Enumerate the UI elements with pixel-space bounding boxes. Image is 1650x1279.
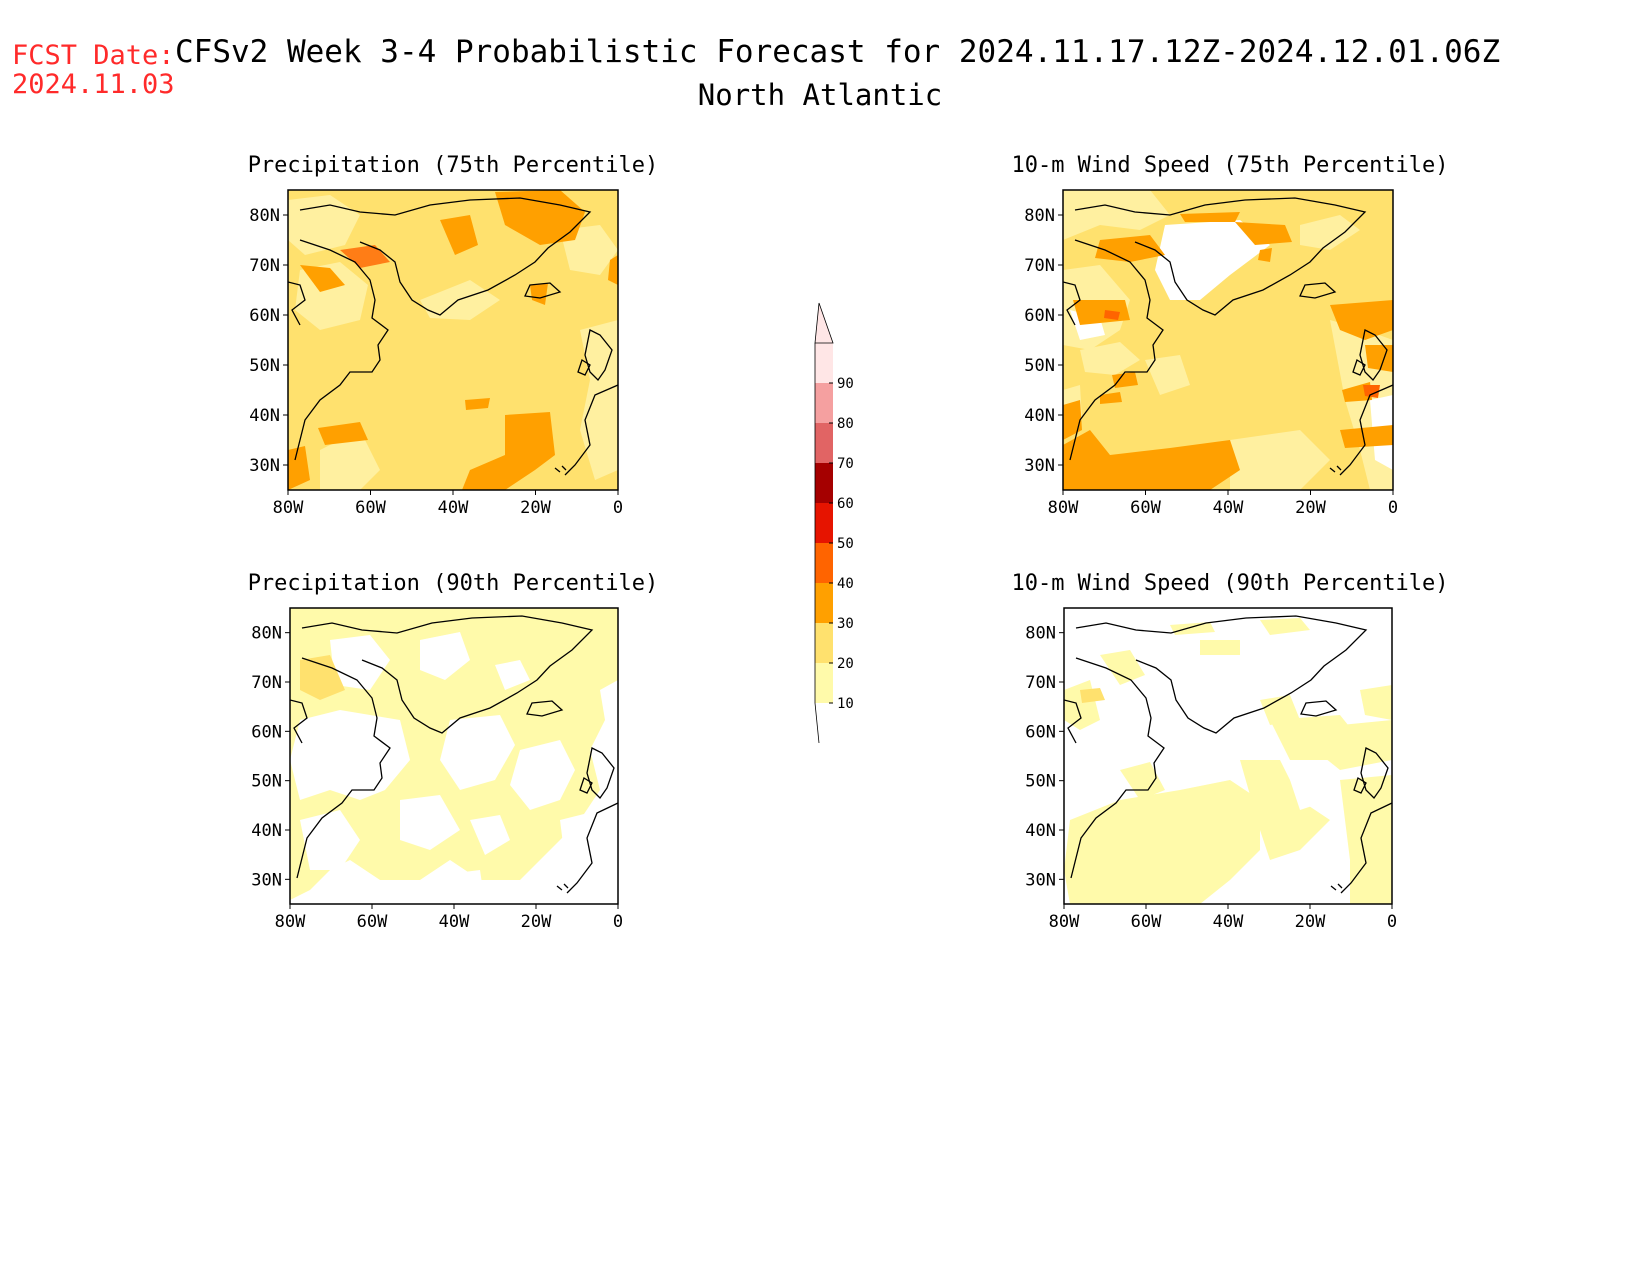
panel-precip-90: Precipitation (90th Percentile) [248,571,659,905]
contour-fill [290,608,618,904]
lat-tick-label: 80N [1025,624,1056,644]
lat-tick-label: 60N [1024,306,1055,326]
lon-tick-label: 20W [1295,912,1326,932]
lat-tick-label: 70N [251,673,282,693]
lat-tick-label: 70N [1024,256,1055,276]
colorbar-label: 50 [837,536,854,552]
panel-title: Precipitation (90th Percentile) [248,571,659,596]
lon-tick-label: 80W [273,498,304,518]
page-title: CFSv2 Week 3-4 Probabilistic Forecast fo… [175,34,1500,70]
lon-tick-label: 60W [1130,498,1161,518]
lat-tick-label: 30N [251,870,282,890]
colorbar-segment [815,383,833,423]
colorbar-segment [815,623,833,663]
lat-tick-label: 50N [251,772,282,792]
lat-tick-label: 30N [1024,456,1055,476]
lat-tick-label: 50N [1024,356,1055,376]
lon-tick-label: 60W [357,912,388,932]
lat-tick-label: 50N [1025,772,1056,792]
colorbar-segment [815,663,833,703]
lon-tick-label: 40W [438,498,469,518]
panel-title: Precipitation (75th Percentile) [248,153,659,178]
panel-title: 10-m Wind Speed (90th Percentile) [1011,571,1448,596]
lat-tick-label: 60N [251,722,282,742]
lat-tick-label: 40N [249,406,280,426]
lon-tick-label: 20W [1295,498,1326,518]
lat-tick-label: 30N [1025,870,1056,890]
lat-tick-label: 70N [1025,673,1056,693]
colorbar-label: 40 [837,576,854,592]
lon-tick-label: 0 [1388,498,1398,518]
contour-fill [1064,608,1392,904]
colorbar-bottom-arrow [814,702,820,744]
colorbar-label: 60 [837,496,854,512]
lon-tick-label: 0 [613,912,623,932]
colorbar-segment [815,583,833,623]
panel-wind-75: 10-m Wind Speed (75th Percentile) [1011,153,1449,491]
lon-tick-label: 80W [1049,912,1080,932]
lon-tick-label: 40W [1213,912,1244,932]
lat-tick-label: 30N [249,456,280,476]
lon-tick-label: 60W [355,498,386,518]
colorbar-label: 70 [837,456,854,472]
lon-tick-label: 60W [1131,912,1162,932]
panel-title: 10-m Wind Speed (75th Percentile) [1011,153,1448,178]
colorbar-label: 80 [837,416,854,432]
panel-precip-75: Precipitation (75th Percentile) [248,153,659,491]
colorbar-label: 90 [837,376,854,392]
page-subtitle: North Atlantic [698,78,942,112]
axis-labels: 80N 70N 60N 50N 40N 30N 80W 60W 40W 20W 0 80N 70N 60N… [249,206,1398,932]
colorbar-label: 10 [837,696,854,712]
colorbar-segment [815,423,833,463]
colorbar-segment [815,463,833,503]
lat-tick-label: 40N [251,821,282,841]
lon-tick-label: 0 [1387,912,1397,932]
lon-tick-label: 20W [521,912,552,932]
lat-tick-label: 70N [249,256,280,276]
lat-tick-label: 80N [249,206,280,226]
colorbar: 10 20 30 40 50 60 70 80 90 [814,302,854,744]
colorbar-label: 20 [837,656,854,672]
colorbar-segment [815,543,833,583]
lat-tick-label: 80N [1024,206,1055,226]
lat-tick-label: 50N [249,356,280,376]
lat-tick-label: 40N [1024,406,1055,426]
contour-fill [288,190,618,490]
lon-tick-label: 0 [613,498,623,518]
lon-tick-label: 80W [1048,498,1079,518]
fcst-date-label: FCST Date: [12,40,175,71]
colorbar-segment [815,343,833,383]
contour-fill [1063,190,1393,490]
lon-tick-label: 80W [275,912,306,932]
lat-tick-label: 80N [251,624,282,644]
colorbar-label: 30 [837,616,854,632]
lon-tick-label: 20W [520,498,551,518]
panel-wind-90: 10-m Wind Speed (90th Percentile) [1011,571,1449,905]
lat-tick-label: 60N [249,306,280,326]
lat-tick-label: 60N [1025,722,1056,742]
lat-tick-label: 40N [1025,821,1056,841]
lon-tick-label: 40W [1213,498,1244,518]
colorbar-segment [815,503,833,543]
fcst-date-value: 2024.11.03 [12,69,175,100]
lon-tick-label: 40W [439,912,470,932]
colorbar-top-arrow [814,302,834,344]
